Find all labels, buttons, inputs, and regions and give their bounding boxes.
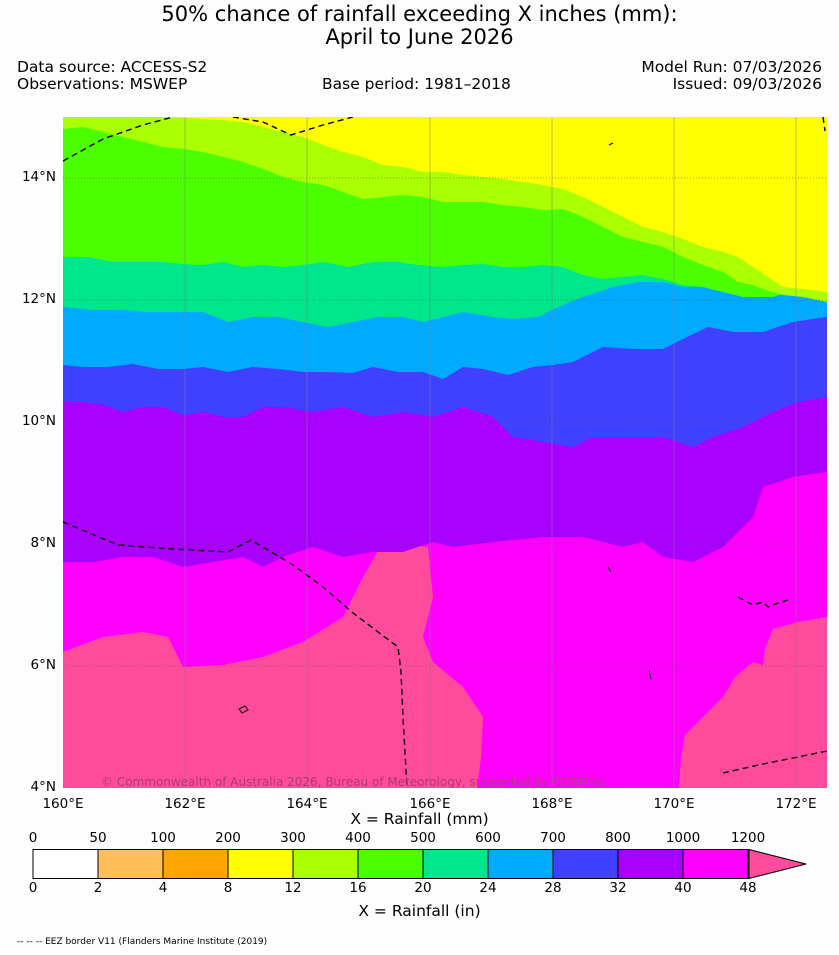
lat-tick-4n: 4°N (30, 779, 56, 795)
colorbar-in-label: 48 (739, 880, 757, 896)
lon-tick-162e: 162°E (164, 796, 206, 812)
colorbar-in-label: 4 (158, 880, 168, 896)
colorbar (32, 848, 807, 880)
mm-axis-title: X = Rainfall (mm) (350, 810, 489, 828)
eez-footnote: -- -- -- EEZ border V11 (Flanders Marine… (17, 937, 268, 947)
rainfall-map: © Commonwealth of Australia 2026, Bureau… (63, 117, 827, 788)
lat-tick-6n: 6°N (30, 657, 56, 673)
colorbar-mm-label: 800 (605, 830, 631, 846)
island-outlines (238, 142, 652, 714)
colorbar-in-label: 20 (414, 880, 432, 896)
colorbar-in-label: 8 (223, 880, 233, 896)
base-period-text: Base period: 1981–2018 (322, 75, 511, 93)
issued-text: Issued: 09/03/2026 (672, 75, 822, 93)
colorbar-cell (682, 849, 749, 879)
colorbar-mm-label: 50 (89, 830, 107, 846)
colorbar-cell (487, 849, 554, 879)
model-run-text: Model Run: 07/03/2026 (641, 58, 822, 76)
colorbar-cell (162, 849, 229, 879)
gridlines (184, 117, 797, 788)
colorbar-in-label: 2 (93, 880, 103, 896)
colorbar-mm-label: 600 (475, 830, 501, 846)
colorbar-mm-label: 500 (410, 830, 436, 846)
colorbar-mm-label: 300 (280, 830, 306, 846)
lat-tick-14n: 14°N (21, 169, 56, 185)
chart-title-line2: April to June 2026 (325, 25, 514, 49)
lon-tick-170e: 170°E (653, 796, 695, 812)
lon-tick-172e: 172°E (775, 796, 817, 812)
copyright-text: © Commonwealth of Australia 2026, Bureau… (101, 775, 606, 788)
lon-tick-166e: 166°E (409, 796, 451, 812)
colorbar-in-label: 28 (544, 880, 562, 896)
colorbar-cell (422, 849, 489, 879)
colorbar-mm-label: 1200 (730, 830, 766, 846)
lat-tick-12n: 12°N (21, 291, 56, 307)
colorbar-in-label: 16 (349, 880, 367, 896)
lon-tick-168e: 168°E (531, 796, 573, 812)
colorbar-in-label: 32 (609, 880, 627, 896)
colorbar-mm-label: 400 (345, 830, 371, 846)
colorbar-cell (357, 849, 424, 879)
colorbar-cell (617, 849, 684, 879)
band-edge-left (63, 172, 73, 212)
lon-tick-164e: 164°E (286, 796, 328, 812)
latitude-gridlines (63, 177, 827, 667)
colorbar-mm-label: 700 (540, 830, 566, 846)
in-axis-title: X = Rainfall (in) (358, 902, 481, 920)
colorbar-mm-label: 1000 (665, 830, 701, 846)
colorbar-mm-label: 200 (215, 830, 241, 846)
eez-border (63, 117, 827, 788)
colorbar-cell (227, 849, 294, 879)
colorbar-cell (32, 849, 99, 879)
observations-text: Observations: MSWEP (17, 75, 188, 93)
data-source-text: Data source: ACCESS-S2 (17, 58, 208, 76)
colorbar-mm-label: 100 (150, 830, 176, 846)
colorbar-in-label: 40 (674, 880, 692, 896)
colorbar-in-label: 12 (284, 880, 302, 896)
colorbar-in-label: 24 (479, 880, 497, 896)
colorbar-cell (97, 849, 164, 879)
lat-tick-10n: 10°N (21, 413, 56, 429)
lat-tick-8n: 8°N (30, 535, 56, 551)
colorbar-cell (552, 849, 619, 879)
colorbar-mm-label: 0 (28, 830, 38, 846)
colorbar-in-label: 0 (28, 880, 38, 896)
lon-tick-160e: 160°E (42, 796, 84, 812)
colorbar-cell (292, 849, 359, 879)
chart-title-line1: 50% chance of rainfall exceeding X inche… (161, 2, 678, 26)
band-100-200mm (63, 117, 827, 292)
colorbar-extend-arrow (748, 848, 807, 880)
